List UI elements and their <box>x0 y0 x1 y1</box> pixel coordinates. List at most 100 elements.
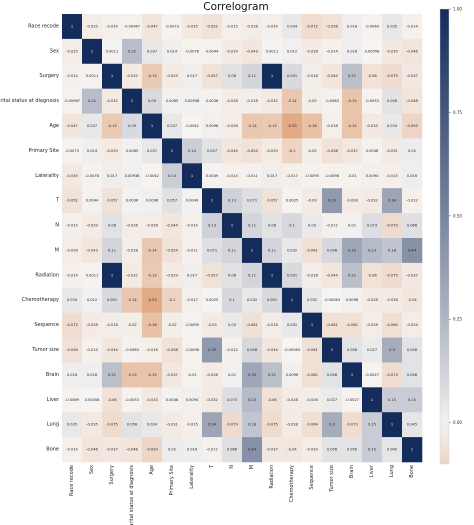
colorbar-gradient <box>439 8 450 465</box>
cell-value-label: -0.035 <box>386 49 398 53</box>
cell-value-label: -0.043 <box>246 49 258 53</box>
cell-value-label: -0.052 <box>206 24 218 28</box>
cell-value-label: 0.014 <box>167 49 178 53</box>
row-label: T <box>55 198 60 204</box>
heatmap-cell <box>322 63 343 89</box>
heatmap-cell <box>322 14 343 40</box>
heatmap-cell <box>242 337 263 363</box>
column-label: Lung <box>389 465 395 477</box>
cell-value-label: 0.027 <box>327 398 337 402</box>
cell-value-label: 0.00058 <box>85 398 101 402</box>
cell-value-label: 0.071 <box>207 248 217 252</box>
column-label: Marital status at diagnosis <box>129 465 135 525</box>
heatmap-cell <box>382 287 403 313</box>
cell-value-label: 0.18 <box>388 248 397 252</box>
cell-value-label: 0.14 <box>188 149 197 153</box>
heatmap-cell <box>162 163 183 189</box>
cell-value-label: 0.056 <box>327 448 338 452</box>
heatmap-cell <box>322 437 343 463</box>
heatmap-cell <box>162 387 183 413</box>
cell-value-label: -0.0078 <box>185 49 200 53</box>
heatmap-cell <box>382 337 403 363</box>
cell-value-label: -0.044 <box>166 224 178 228</box>
cell-value-label: 0.0065 <box>166 99 179 103</box>
heatmap-cell <box>402 337 423 363</box>
cell-value-label: -0.026 <box>146 224 158 228</box>
cell-value-label: 0.01 <box>348 224 356 228</box>
heatmap-cell <box>342 387 363 413</box>
heatmap-cell <box>202 287 223 313</box>
heatmap-cell <box>142 238 163 264</box>
heatmap-cell <box>282 437 303 463</box>
cell-value-label: -0.037 <box>106 448 118 452</box>
heatmap-cell <box>402 163 423 189</box>
cell-value-label: 0.091 <box>267 298 277 302</box>
cell-value-label: 0.13 <box>208 224 216 228</box>
column-label: T <box>209 464 215 469</box>
cell-value-label: -0.037 <box>266 448 278 452</box>
row-label: Marital status at diagnosis <box>0 98 59 104</box>
heatmap-cell <box>282 213 303 239</box>
heatmap-cell <box>382 238 403 264</box>
cell-value-label: -0.048 <box>406 99 418 103</box>
heatmap-cell <box>202 188 223 214</box>
cell-value-label: 1 <box>291 298 293 302</box>
cell-value-label: -0.028 <box>286 398 298 402</box>
heatmap-cell <box>402 238 423 264</box>
cell-value-label: 0.098 <box>247 348 258 352</box>
heatmap-cell <box>262 262 283 289</box>
heatmap-cell <box>302 213 323 239</box>
cell-value-label: -0.058 <box>326 149 338 153</box>
heatmap-cell <box>402 312 423 338</box>
heatmap-cell <box>302 14 323 40</box>
cell-value-label: -0.072 <box>66 323 78 327</box>
cell-value-label: -0.017 <box>186 298 198 302</box>
heatmap-cell <box>142 312 163 338</box>
heatmap-cell <box>242 362 263 388</box>
heatmap-cell <box>402 88 423 114</box>
cell-value-label: -0.0083 <box>325 99 339 103</box>
heatmap-cell <box>342 163 363 189</box>
cell-value-label: 0.33 <box>348 248 356 252</box>
cell-value-label: -0.0027 <box>365 373 379 377</box>
column-label: Surgery <box>109 465 115 485</box>
cell-value-label: -0.02 <box>307 149 316 153</box>
cell-value-label: 0.3 <box>329 423 335 427</box>
heatmap-cell <box>182 213 203 239</box>
cell-value-label: -0.018 <box>246 99 258 103</box>
heatmap-cell <box>302 287 323 313</box>
cell-value-label: -0.073 <box>346 423 358 427</box>
heatmap-cell <box>182 63 203 89</box>
row-label: Lung <box>47 422 59 428</box>
heatmap-cell <box>122 88 143 114</box>
cell-value-label: -0.028 <box>366 298 378 302</box>
cell-value-label: -0.0095 <box>185 323 199 327</box>
cell-value-label: 0.21 <box>108 373 116 377</box>
heatmap-cell <box>242 262 263 289</box>
heatmap-cell <box>102 213 123 239</box>
cell-value-label: -0.031 <box>166 423 178 427</box>
heatmap-cell <box>362 14 383 40</box>
cell-value-label: -0.057 <box>266 199 278 203</box>
heatmap-cell <box>122 213 143 239</box>
heatmap-cell <box>82 14 103 40</box>
cell-value-label: -0.026 <box>226 124 238 128</box>
heatmap-cell <box>242 138 263 164</box>
cell-value-label: 0.18 <box>248 423 257 427</box>
cell-value-label: 0.045 <box>407 423 417 427</box>
heatmap-cell <box>162 88 183 114</box>
cell-value-label: 0.037 <box>167 124 177 128</box>
cell-value-label: 0.034 <box>67 298 78 302</box>
heatmap-cell <box>202 213 223 239</box>
cell-value-label: -0.037 <box>406 74 418 78</box>
heatmap-cell <box>242 163 263 189</box>
heatmap-cell <box>322 287 343 313</box>
cell-value-label: -0.01 <box>347 174 356 178</box>
heatmap-cell <box>162 113 183 139</box>
cell-value-label: -0.032 <box>106 99 118 103</box>
cell-value-label: -0.028 <box>386 298 398 302</box>
heatmap-cell <box>222 38 243 65</box>
cell-value-label: -0.0098 <box>325 174 340 178</box>
cell-value-label: -0.014 <box>106 24 118 28</box>
cell-value-label: 1 <box>91 49 93 53</box>
